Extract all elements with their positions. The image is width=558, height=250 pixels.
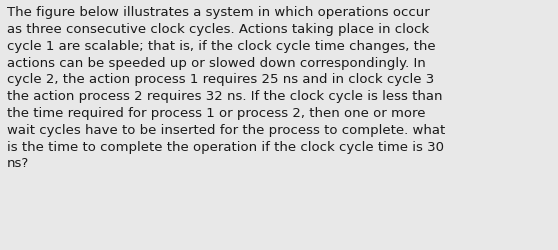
Text: The figure below illustrates a system in which operations occur
as three consecu: The figure below illustrates a system in…	[7, 6, 445, 170]
